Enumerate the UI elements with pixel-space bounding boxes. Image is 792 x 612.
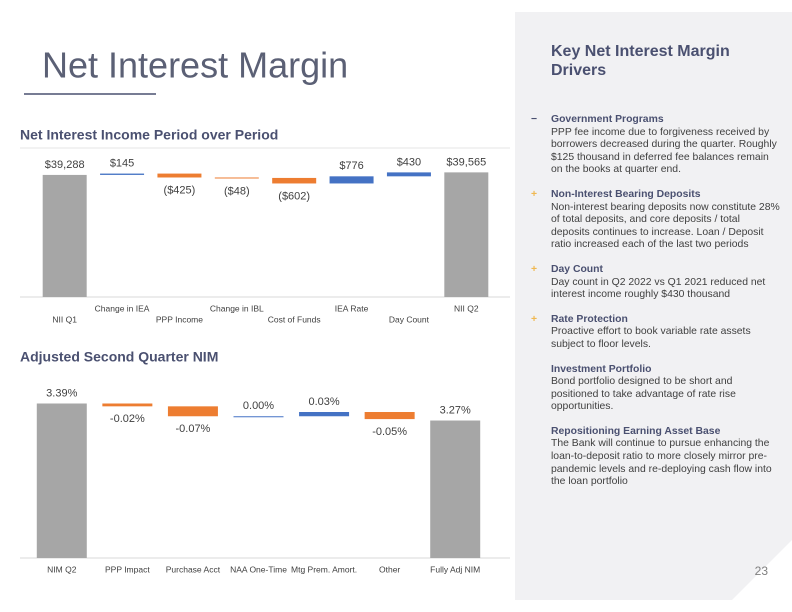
value-label: $430	[397, 156, 421, 168]
driver-text: Non-interest bearing deposits now consti…	[551, 201, 780, 251]
bar	[329, 176, 374, 184]
value-label: $39,565	[446, 156, 486, 168]
page-number: 23	[754, 564, 768, 578]
driver-item: Investment Portfolio Bond portfolio desig…	[551, 364, 781, 414]
bar	[386, 172, 431, 177]
driver-text: Proactive effort to book variable rate a…	[551, 326, 751, 350]
bar	[233, 416, 284, 418]
x-tick-label: NIM Q2	[47, 564, 77, 574]
value-label: -0.02%	[110, 413, 145, 425]
x-tick-label: NII Q2	[454, 303, 479, 313]
value-label: 0.00%	[243, 400, 274, 412]
driver-item: Repositioning Earning Asset Base The Bank…	[551, 426, 781, 489]
driver-item: + Rate Protection Proactive effort to book…	[531, 313, 781, 352]
driver-text: Bond portfolio designed to be short and …	[551, 376, 736, 413]
driver-item: − Government Programs PPP fee income due t…	[531, 114, 781, 177]
driver-list: − Government Programs PPP fee income due t…	[531, 114, 781, 501]
driver-title: Rate Protection	[551, 313, 628, 325]
value-label: 3.39%	[46, 387, 77, 399]
value-label: ($48)	[224, 185, 250, 197]
bar	[157, 173, 202, 178]
bar	[102, 403, 153, 407]
value-label: 3.27%	[440, 404, 471, 416]
bullet-icon: +	[530, 188, 538, 200]
x-tick-label: PPP Impact	[105, 564, 150, 574]
value-label: 0.03%	[308, 396, 339, 408]
bar	[272, 177, 317, 184]
value-label: $776	[339, 160, 363, 172]
chart-title: Adjusted Second Quarter NIM	[20, 349, 218, 365]
value-label: $39,288	[45, 159, 85, 171]
x-tick-label: Purchase Acct	[166, 564, 221, 574]
x-tick-label: PPP Income	[156, 314, 203, 324]
x-tick-label: Other	[379, 564, 400, 574]
value-label: -0.05%	[372, 426, 407, 438]
driver-text: The Bank will continue to pursue enhanci…	[551, 438, 772, 488]
driver-item: + Day Count Day count in Q2 2022 vs Q1 202…	[531, 263, 781, 302]
sidebar-heading: Key Net Interest Margin Drivers	[551, 43, 730, 79]
driver-text: Day count in Q2 2022 vs Q1 2021 reduced …	[551, 276, 766, 301]
sidebar-fold	[732, 540, 792, 600]
bar	[100, 173, 145, 175]
bullet-icon: +	[530, 263, 538, 275]
bar	[36, 403, 87, 558]
bar	[364, 412, 415, 420]
bar	[430, 420, 481, 558]
page-fold	[732, 540, 792, 600]
bullet-icon: +	[530, 313, 538, 325]
driver-title: Day Count	[551, 263, 603, 275]
driver-title: Investment Portfolio	[551, 363, 652, 375]
driver-item: + Non-Interest Bearing Deposits Non-intere…	[531, 188, 781, 252]
bar	[167, 406, 218, 417]
bar	[299, 412, 350, 417]
x-tick-label: Fully Adj NIM	[430, 564, 480, 574]
driver-text: PPP fee income due to forgiveness receiv…	[551, 126, 777, 176]
bar	[42, 174, 87, 297]
value-label: $145	[110, 157, 134, 169]
slide-title: Net Interest Margin	[42, 45, 348, 86]
sidebar: Key Net Interest Margin Drivers − Governm…	[515, 12, 792, 600]
driver-title: Government Programs	[551, 114, 664, 125]
bar	[444, 172, 489, 297]
value-label: -0.07%	[175, 423, 210, 435]
value-label: ($602)	[278, 190, 310, 202]
bullet-icon: −	[530, 114, 538, 125]
x-tick-label: IEA Rate	[335, 303, 369, 313]
x-tick-label: NII Q1	[52, 314, 77, 324]
x-tick-label: Mtg Prem. Amort.	[291, 564, 357, 574]
driver-title: Repositioning Earning Asset Base	[551, 425, 721, 437]
driver-title: Non-Interest Bearing Deposits	[551, 188, 701, 200]
x-tick-label: Day Count	[389, 314, 430, 324]
value-label: ($425)	[164, 184, 196, 196]
chart-title: Net Interest Income Period over Period	[20, 127, 278, 143]
x-tick-label: NAA One-Time	[230, 564, 287, 574]
bar	[214, 177, 259, 179]
x-tick-label: Change in IEA	[95, 303, 150, 313]
x-tick-label: Cost of Funds	[268, 314, 321, 324]
x-tick-label: Change in IBL	[210, 303, 264, 313]
